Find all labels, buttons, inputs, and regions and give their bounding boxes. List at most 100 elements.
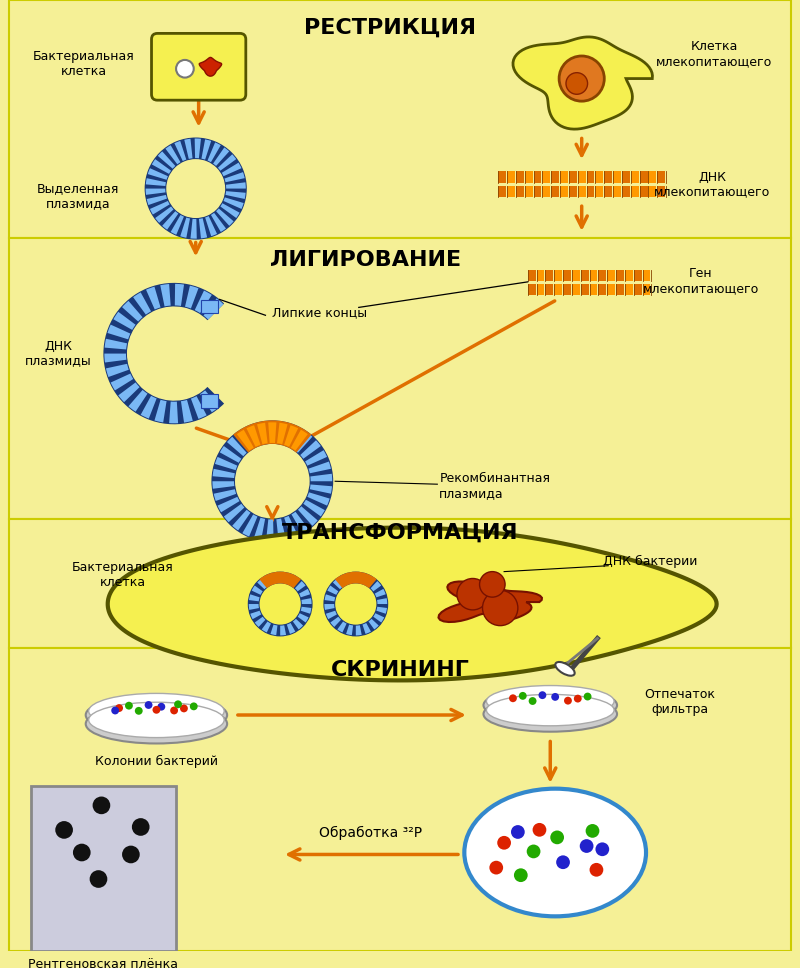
Wedge shape — [205, 216, 217, 236]
Polygon shape — [199, 57, 222, 76]
Wedge shape — [242, 514, 258, 536]
Bar — [595, 171, 603, 183]
Wedge shape — [346, 624, 353, 635]
Wedge shape — [220, 446, 242, 463]
Wedge shape — [233, 420, 311, 453]
Wedge shape — [105, 339, 127, 349]
Wedge shape — [249, 594, 260, 601]
Wedge shape — [232, 510, 250, 530]
Circle shape — [550, 831, 564, 844]
Ellipse shape — [86, 704, 227, 743]
Bar — [528, 284, 535, 294]
Bar — [649, 171, 656, 183]
Bar — [604, 186, 612, 197]
Bar — [634, 284, 642, 294]
Bar — [631, 186, 638, 197]
Wedge shape — [103, 283, 224, 424]
Circle shape — [514, 868, 528, 882]
Wedge shape — [300, 440, 321, 459]
Circle shape — [551, 693, 559, 701]
Wedge shape — [214, 489, 236, 501]
Wedge shape — [215, 457, 238, 470]
Bar — [560, 186, 568, 197]
Wedge shape — [298, 506, 318, 526]
Bar — [534, 171, 542, 183]
Bar — [516, 186, 524, 197]
Circle shape — [132, 818, 150, 835]
Wedge shape — [307, 493, 330, 505]
Bar — [498, 186, 506, 197]
Wedge shape — [236, 430, 253, 451]
Bar — [572, 270, 580, 281]
Wedge shape — [213, 481, 234, 489]
Wedge shape — [338, 621, 346, 632]
Wedge shape — [227, 437, 246, 456]
Wedge shape — [118, 382, 139, 402]
Wedge shape — [295, 581, 306, 591]
Wedge shape — [166, 145, 181, 165]
Wedge shape — [310, 473, 332, 481]
Bar — [625, 270, 633, 281]
Wedge shape — [129, 390, 147, 411]
Bar — [590, 284, 598, 294]
Circle shape — [584, 693, 591, 701]
Wedge shape — [377, 598, 387, 604]
Circle shape — [122, 846, 140, 863]
Wedge shape — [237, 430, 254, 451]
Bar — [581, 284, 589, 294]
Wedge shape — [220, 203, 240, 218]
Bar — [572, 284, 580, 294]
Wedge shape — [257, 423, 268, 444]
Wedge shape — [218, 497, 239, 512]
Wedge shape — [174, 141, 186, 161]
Wedge shape — [213, 469, 235, 478]
Wedge shape — [191, 396, 206, 419]
Bar — [586, 171, 594, 183]
Text: ДНК бактерии: ДНК бактерии — [603, 556, 698, 568]
Bar — [616, 270, 624, 281]
Wedge shape — [326, 611, 337, 620]
Bar — [537, 270, 544, 281]
Circle shape — [533, 823, 546, 836]
Wedge shape — [266, 520, 274, 541]
Wedge shape — [350, 573, 356, 583]
Wedge shape — [265, 574, 274, 585]
Bar — [586, 186, 594, 197]
Bar — [625, 284, 633, 294]
Circle shape — [564, 697, 572, 705]
Text: РЕСТРИКЦИЯ: РЕСТРИКЦИЯ — [304, 17, 476, 38]
Circle shape — [479, 572, 505, 597]
Bar — [534, 186, 542, 197]
Bar — [640, 171, 647, 183]
Bar — [528, 270, 535, 281]
Bar — [551, 171, 559, 183]
Bar — [542, 171, 550, 183]
Wedge shape — [291, 512, 309, 533]
Bar — [525, 171, 533, 183]
Circle shape — [526, 844, 541, 859]
Wedge shape — [146, 178, 166, 186]
Bar — [569, 186, 577, 197]
Text: СКРИНИНГ: СКРИНИНГ — [330, 660, 470, 680]
Wedge shape — [259, 572, 301, 589]
Bar — [590, 270, 598, 281]
Wedge shape — [122, 301, 142, 321]
Wedge shape — [207, 142, 221, 163]
Wedge shape — [305, 450, 327, 466]
Wedge shape — [374, 613, 384, 622]
Circle shape — [174, 701, 182, 709]
Bar — [649, 186, 656, 197]
Wedge shape — [184, 138, 193, 159]
Wedge shape — [262, 621, 271, 632]
Bar — [642, 270, 650, 281]
Circle shape — [509, 694, 517, 702]
Wedge shape — [211, 213, 226, 232]
Ellipse shape — [86, 695, 227, 735]
Circle shape — [158, 703, 166, 711]
Bar — [595, 186, 603, 197]
Wedge shape — [194, 138, 201, 159]
Bar — [634, 270, 642, 281]
Bar — [516, 171, 524, 183]
Wedge shape — [358, 573, 366, 584]
Wedge shape — [170, 215, 184, 235]
